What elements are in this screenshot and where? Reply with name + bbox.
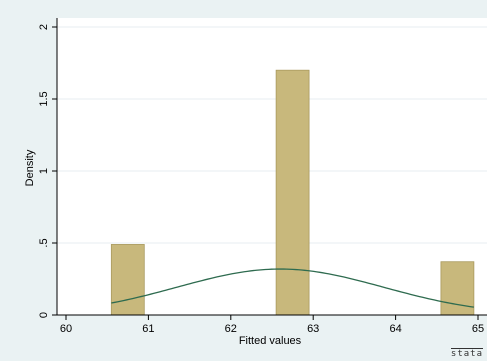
x-tick-label: 64 — [389, 323, 401, 335]
axes: 0 .5 1 1.5 2 60 61 62 63 64 65 — [38, 18, 487, 335]
x-tick-label: 62 — [225, 323, 237, 335]
stata-watermark: stata — [450, 348, 483, 359]
x-tick-label: 65 — [472, 323, 484, 335]
y-axis-title: Density — [24, 149, 36, 186]
gridlines — [57, 26, 487, 244]
histogram-bar — [110, 244, 145, 316]
histogram-bar — [275, 69, 310, 316]
y-tick-label: 1.5 — [38, 91, 50, 106]
x-axis-title: Fitted values — [239, 335, 302, 347]
x-tick-label: 61 — [142, 323, 154, 335]
y-tick-label: .5 — [38, 238, 50, 247]
y-tick-label: 2 — [38, 24, 50, 30]
y-tick-label: 1 — [38, 168, 50, 174]
x-tick-label: 63 — [307, 323, 319, 335]
x-tick-label: 60 — [60, 323, 72, 335]
y-tick-label: 0 — [38, 312, 50, 318]
normal-density-curve — [111, 268, 474, 308]
